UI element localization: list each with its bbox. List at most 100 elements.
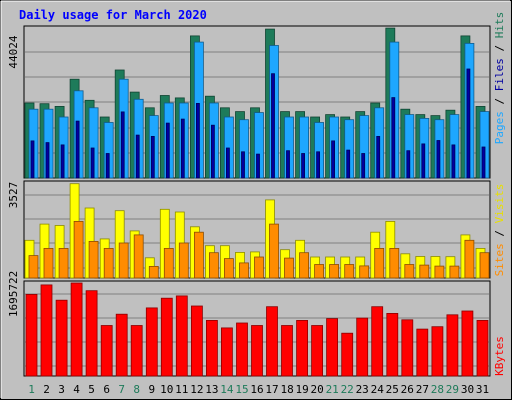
- bar-pages-day-1: [30, 140, 35, 179]
- bar-sites-day-17: [269, 223, 279, 279]
- bar-sites-day-8: [133, 234, 144, 279]
- panel-2-legend-visits: Visits: [493, 184, 506, 224]
- bar-pages-day-9: [150, 135, 155, 179]
- xtick-day-8: 8: [133, 383, 140, 396]
- bar-pages-day-12: [195, 103, 200, 179]
- panel-2-legend: Sites / Visits: [493, 184, 506, 277]
- bar-kbytes-day-7: [115, 313, 128, 377]
- bar-sites-day-21: [329, 264, 340, 279]
- xtick-day-19: 19: [295, 383, 308, 396]
- bar-pages-day-18: [286, 150, 290, 179]
- xtick-day-20: 20: [310, 383, 323, 396]
- bar-pages-day-29: [451, 144, 456, 179]
- bar-sites-day-15: [239, 262, 249, 279]
- xtick-day-16: 16: [250, 383, 263, 396]
- xtick-day-2: 2: [43, 383, 50, 396]
- bar-kbytes-day-8: [130, 325, 143, 377]
- bar-sites-day-25: [389, 247, 400, 279]
- bar-kbytes-day-1: [25, 293, 38, 377]
- bar-pages-day-26: [406, 150, 411, 179]
- bar-kbytes-day-23: [356, 317, 369, 377]
- bar-kbytes-day-13: [205, 319, 218, 377]
- bar-kbytes-day-20: [311, 325, 324, 377]
- bar-kbytes-day-17: [266, 306, 278, 377]
- xtick-day-25: 25: [386, 383, 399, 396]
- bar-pages-day-31: [481, 146, 486, 179]
- xtick-day-23: 23: [356, 383, 369, 396]
- bar-pages-day-24: [376, 135, 381, 179]
- panel-3-ytick-max: 1695722: [7, 271, 20, 317]
- bar-pages-day-8: [135, 134, 140, 179]
- bar-sites-day-27: [419, 264, 430, 279]
- bar-sites-day-24: [374, 247, 385, 279]
- bar-sites-day-20: [314, 264, 325, 279]
- xtick-day-10: 10: [160, 383, 173, 396]
- bar-kbytes-day-28: [431, 326, 444, 377]
- bar-kbytes-day-18: [281, 325, 293, 377]
- bar-sites-day-22: [344, 264, 355, 279]
- bar-pages-day-6: [105, 153, 110, 179]
- panel-1-legend-separator-1: /: [493, 91, 506, 111]
- panel-1-legend-pages: Pages: [493, 111, 506, 144]
- bar-sites-day-18: [284, 257, 294, 279]
- bar-kbytes-day-5: [85, 290, 98, 377]
- bar-pages-day-13: [210, 124, 215, 179]
- bar-sites-day-28: [434, 265, 445, 279]
- bar-pages-day-2: [45, 142, 50, 179]
- xtick-day-17: 17: [265, 383, 278, 396]
- panel-1-legend-files: Files: [493, 58, 506, 91]
- bar-sites-day-14: [223, 258, 234, 279]
- bar-sites-day-13: [208, 252, 219, 279]
- panel-3-legend-kbytes: KBytes: [493, 336, 506, 376]
- bar-pages-day-27: [421, 143, 426, 179]
- bar-sites-day-31: [479, 252, 490, 279]
- bar-pages-day-11: [180, 118, 185, 179]
- xtick-day-26: 26: [401, 383, 414, 396]
- bar-sites-day-19: [299, 252, 310, 279]
- bar-kbytes-day-14: [220, 327, 233, 377]
- xtick-day-24: 24: [371, 383, 385, 396]
- bar-sites-day-16: [254, 256, 264, 279]
- bar-sites-day-4: [73, 220, 84, 279]
- panel-2-legend-separator-1: /: [493, 223, 506, 243]
- xtick-day-1: 1: [28, 383, 35, 396]
- bar-kbytes-day-9: [145, 307, 158, 377]
- xtick-day-6: 6: [103, 383, 110, 396]
- bar-pages-day-17: [271, 73, 275, 179]
- bar-sites-day-23: [359, 265, 370, 279]
- bar-sites-day-12: [193, 231, 204, 279]
- bar-kbytes-day-10: [160, 297, 173, 377]
- bar-pages-day-16: [256, 153, 260, 179]
- panel-1-legend: Pages / Files / Hits: [493, 12, 506, 145]
- bar-sites-day-5: [88, 240, 99, 279]
- bar-pages-day-19: [301, 153, 306, 179]
- xtick-day-7: 7: [118, 383, 125, 396]
- xtick-day-13: 13: [205, 383, 218, 396]
- xtick-day-30: 30: [461, 383, 474, 396]
- bar-kbytes-day-29: [446, 314, 459, 377]
- bar-sites-day-3: [58, 247, 69, 279]
- panel-2-ytick-max: 3527: [7, 182, 20, 209]
- xtick-day-3: 3: [58, 383, 65, 396]
- bar-pages-day-23: [361, 153, 366, 179]
- bar-kbytes-day-12: [190, 305, 203, 377]
- bar-pages-day-10: [165, 122, 170, 179]
- bar-sites-day-2: [43, 247, 54, 279]
- bar-kbytes-day-31: [476, 319, 489, 377]
- bar-pages-day-30: [466, 68, 471, 179]
- bar-kbytes-day-16: [251, 325, 263, 377]
- bar-pages-day-22: [346, 149, 351, 179]
- xtick-day-5: 5: [88, 383, 95, 396]
- bar-kbytes-day-21: [326, 318, 339, 377]
- bar-pages-day-21: [331, 140, 336, 179]
- bar-sites-day-6: [103, 247, 114, 279]
- bar-pages-day-3: [60, 144, 65, 179]
- bar-kbytes-day-24: [371, 306, 384, 377]
- bar-sites-day-26: [404, 264, 415, 279]
- bar-kbytes-day-3: [55, 299, 68, 377]
- chart-title: Daily usage for March 2020: [19, 8, 207, 22]
- panel-1-ytick-max: 44024: [7, 35, 20, 68]
- bar-pages-day-20: [316, 151, 321, 179]
